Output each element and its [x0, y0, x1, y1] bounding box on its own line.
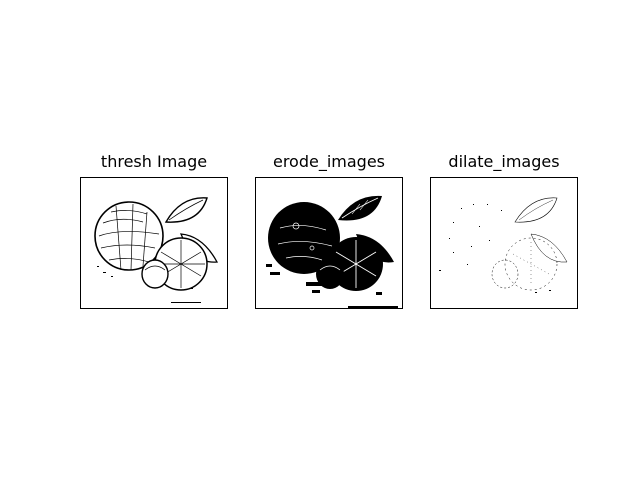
- erode-image: [266, 195, 398, 308]
- subplot-title: erode_images: [272, 152, 386, 171]
- thresh-image: [94, 197, 219, 303]
- image-axes: [255, 177, 403, 309]
- dilate-image: [439, 197, 568, 293]
- image-axes: [80, 177, 228, 309]
- subplot-title: dilate_images: [448, 152, 560, 171]
- subplot-title: thresh Image: [100, 152, 208, 171]
- image-axes: [430, 177, 578, 309]
